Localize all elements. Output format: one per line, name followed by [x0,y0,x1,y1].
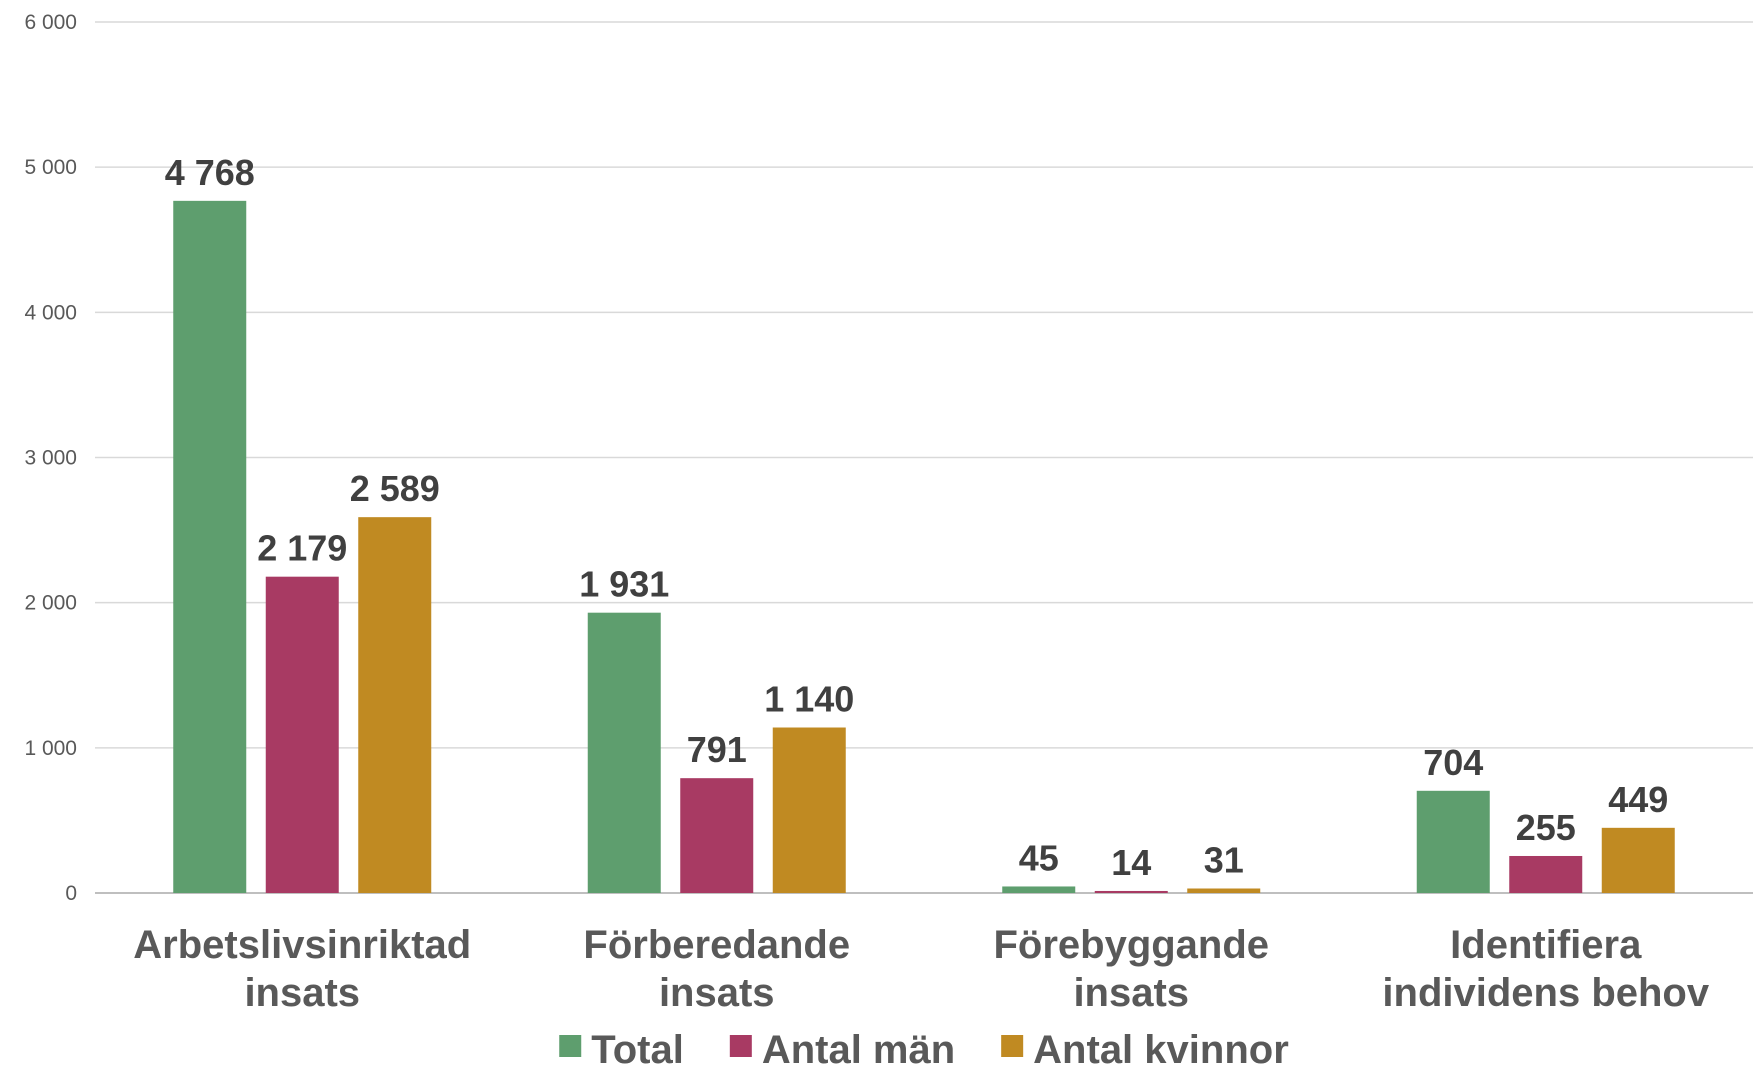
legend-item: Antal män [729,1028,955,1072]
legend-swatch [559,1035,582,1057]
y-tick-label: 3 000 [24,447,77,470]
bar [265,576,339,893]
y-tick-label: 2 000 [24,592,77,615]
y-tick-label: 4 000 [24,301,77,324]
y-tick-label: 6 000 [24,11,77,34]
category-label: insats [1073,971,1189,1015]
category-label: Identifiera [1450,923,1642,967]
legend-label: Antal män [762,1028,955,1072]
data-label: 2 179 [257,528,347,569]
y-axis-ticks: 0 1 000 2 000 3 000 4 000 5 000 6 000 [24,11,77,905]
y-tick-label: 5 000 [24,156,77,179]
data-label: 4 768 [165,152,255,193]
data-label: 449 [1608,779,1668,820]
bar [587,612,661,893]
legend-swatch [729,1035,752,1057]
data-label: 2 589 [350,468,440,509]
legend-label: Total [591,1028,684,1072]
bar [358,517,432,893]
data-label: 1 931 [579,564,669,605]
category-label: insats [659,971,775,1015]
data-label: 1 140 [764,679,854,720]
bar [173,200,247,893]
data-label: 704 [1423,742,1483,783]
legend-item: Total [559,1028,684,1072]
bar [1509,855,1583,893]
category-label: individens behov [1382,971,1709,1015]
y-tick-label: 1 000 [24,737,77,760]
category-label: Förberedande [583,923,850,967]
bar [1187,888,1261,893]
gridlines [95,21,1753,894]
bar [1094,890,1168,893]
legend-item: Antal kvinnor [1001,1028,1289,1072]
bar [1416,790,1490,893]
data-label: 255 [1516,807,1576,848]
data-label: 791 [687,729,747,770]
category-label: insats [244,971,360,1015]
legend: Total Antal män Antal kvinnor [559,1028,1289,1072]
category-labels: ArbetslivsinriktadinsatsFörberedandeinsa… [133,923,1710,1015]
bar [1601,827,1675,893]
y-tick-label: 0 [65,882,77,905]
bar [680,778,754,893]
data-label: 14 [1111,842,1151,883]
legend-swatch [1001,1035,1024,1057]
data-label: 31 [1204,839,1244,880]
category-label: Förebyggande [993,923,1269,967]
data-label: 45 [1019,837,1059,878]
category-label: Arbetslivsinriktad [133,923,471,967]
bar [1002,886,1076,893]
legend-label: Antal kvinnor [1033,1028,1289,1072]
bar [772,727,846,893]
bars [173,200,1675,893]
